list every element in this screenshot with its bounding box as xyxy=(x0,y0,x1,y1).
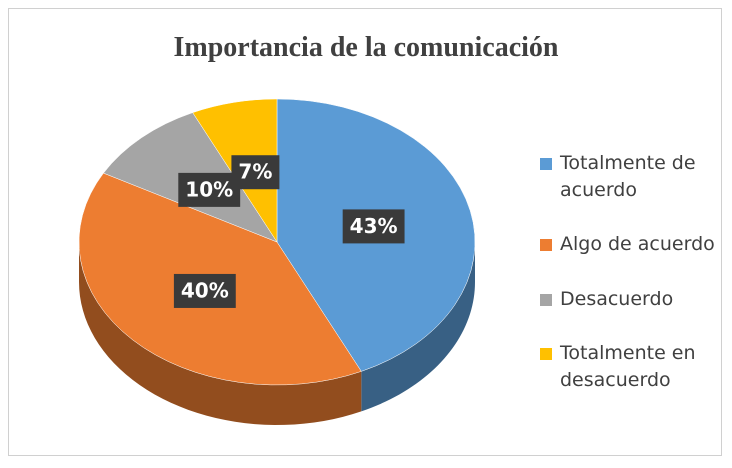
legend-item: Algo de acuerdo xyxy=(540,231,720,258)
chart-frame xyxy=(8,8,722,456)
legend-swatch xyxy=(540,293,552,306)
data-label-text: 7% xyxy=(238,160,272,184)
legend: Totalmente de acuerdo Algo de acuerdo Desa… xyxy=(540,122,720,422)
data-label: 40% xyxy=(173,273,236,308)
legend-item: Desacuerdo xyxy=(540,286,720,313)
data-label-text: 10% xyxy=(185,177,233,201)
legend-swatch xyxy=(540,348,552,361)
data-label-box xyxy=(231,155,280,190)
data-label: 7% xyxy=(231,155,280,190)
slice-side xyxy=(79,242,362,425)
slice-side xyxy=(361,242,475,412)
legend-label: Algo de acuerdo xyxy=(560,233,715,256)
legend-swatch xyxy=(540,157,552,170)
legend-label: Totalmente de acuerdo xyxy=(560,151,696,201)
data-label-box xyxy=(342,209,405,244)
legend-item: Totalmente en desacuerdo xyxy=(540,340,720,394)
legend-swatch xyxy=(540,239,552,252)
data-label-text: 40% xyxy=(181,278,229,302)
data-label: 10% xyxy=(178,172,241,207)
chart-title: Importancia de la comunicación xyxy=(173,32,559,63)
legend-label: Totalmente en desacuerdo xyxy=(560,342,696,392)
data-label: 43% xyxy=(342,209,405,244)
data-label-box xyxy=(173,273,236,308)
data-label-box xyxy=(178,172,241,207)
data-label-text: 43% xyxy=(350,214,398,238)
legend-label: Desacuerdo xyxy=(560,287,674,310)
legend-item: Totalmente de acuerdo xyxy=(540,150,720,204)
